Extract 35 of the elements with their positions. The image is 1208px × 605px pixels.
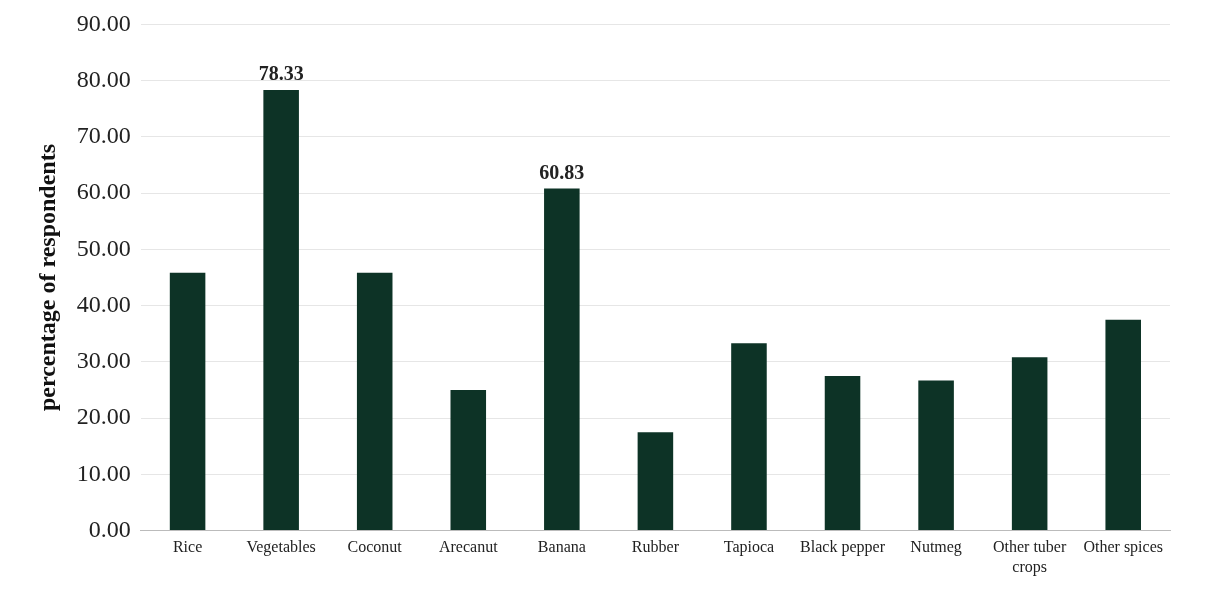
- data-label: 60.83: [539, 160, 585, 183]
- bar: [450, 389, 487, 531]
- x-tick-label: Rubber: [631, 538, 680, 556]
- bar: [637, 432, 674, 531]
- bar: [263, 90, 299, 531]
- y-tick-label: 40.00: [76, 290, 131, 317]
- x-tick-label: Rice: [172, 538, 203, 556]
- bar: [1105, 319, 1141, 531]
- y-tick-label: 90.00: [76, 9, 131, 36]
- x-tick-label: Arecanut: [438, 538, 499, 556]
- x-tick-label: Other spices: [1083, 538, 1163, 557]
- x-tick-label: Nutmeg: [910, 538, 962, 557]
- y-tick-label: 30.00: [76, 347, 131, 374]
- x-tick-label: Tapioca: [723, 538, 775, 557]
- bar: [544, 188, 580, 531]
- x-tick-label: Coconut: [347, 538, 403, 556]
- y-tick-label: 60.00: [76, 178, 131, 205]
- y-axis-title: percentage of respondents: [33, 143, 60, 412]
- bar: [824, 375, 861, 531]
- bar: [918, 380, 954, 531]
- bar: [169, 272, 206, 531]
- y-tick-label: 70.00: [76, 122, 131, 149]
- y-tick-label: 10.00: [76, 459, 131, 486]
- y-tick-label: 50.00: [76, 234, 131, 261]
- y-tick-label: 0.00: [88, 515, 131, 542]
- x-tick-label: Vegetables: [246, 538, 316, 557]
- x-tick-label: Black pepper: [800, 538, 886, 557]
- y-tick-label: 20.00: [76, 403, 131, 430]
- y-tick-label: 80.00: [76, 65, 131, 92]
- bar: [356, 272, 393, 531]
- bar: [731, 343, 767, 531]
- x-tick-label: Other tuber crops: [993, 538, 1067, 576]
- data-label: 78.33: [258, 62, 304, 85]
- bar: [1011, 357, 1048, 531]
- x-tick-label: Banana: [537, 538, 586, 556]
